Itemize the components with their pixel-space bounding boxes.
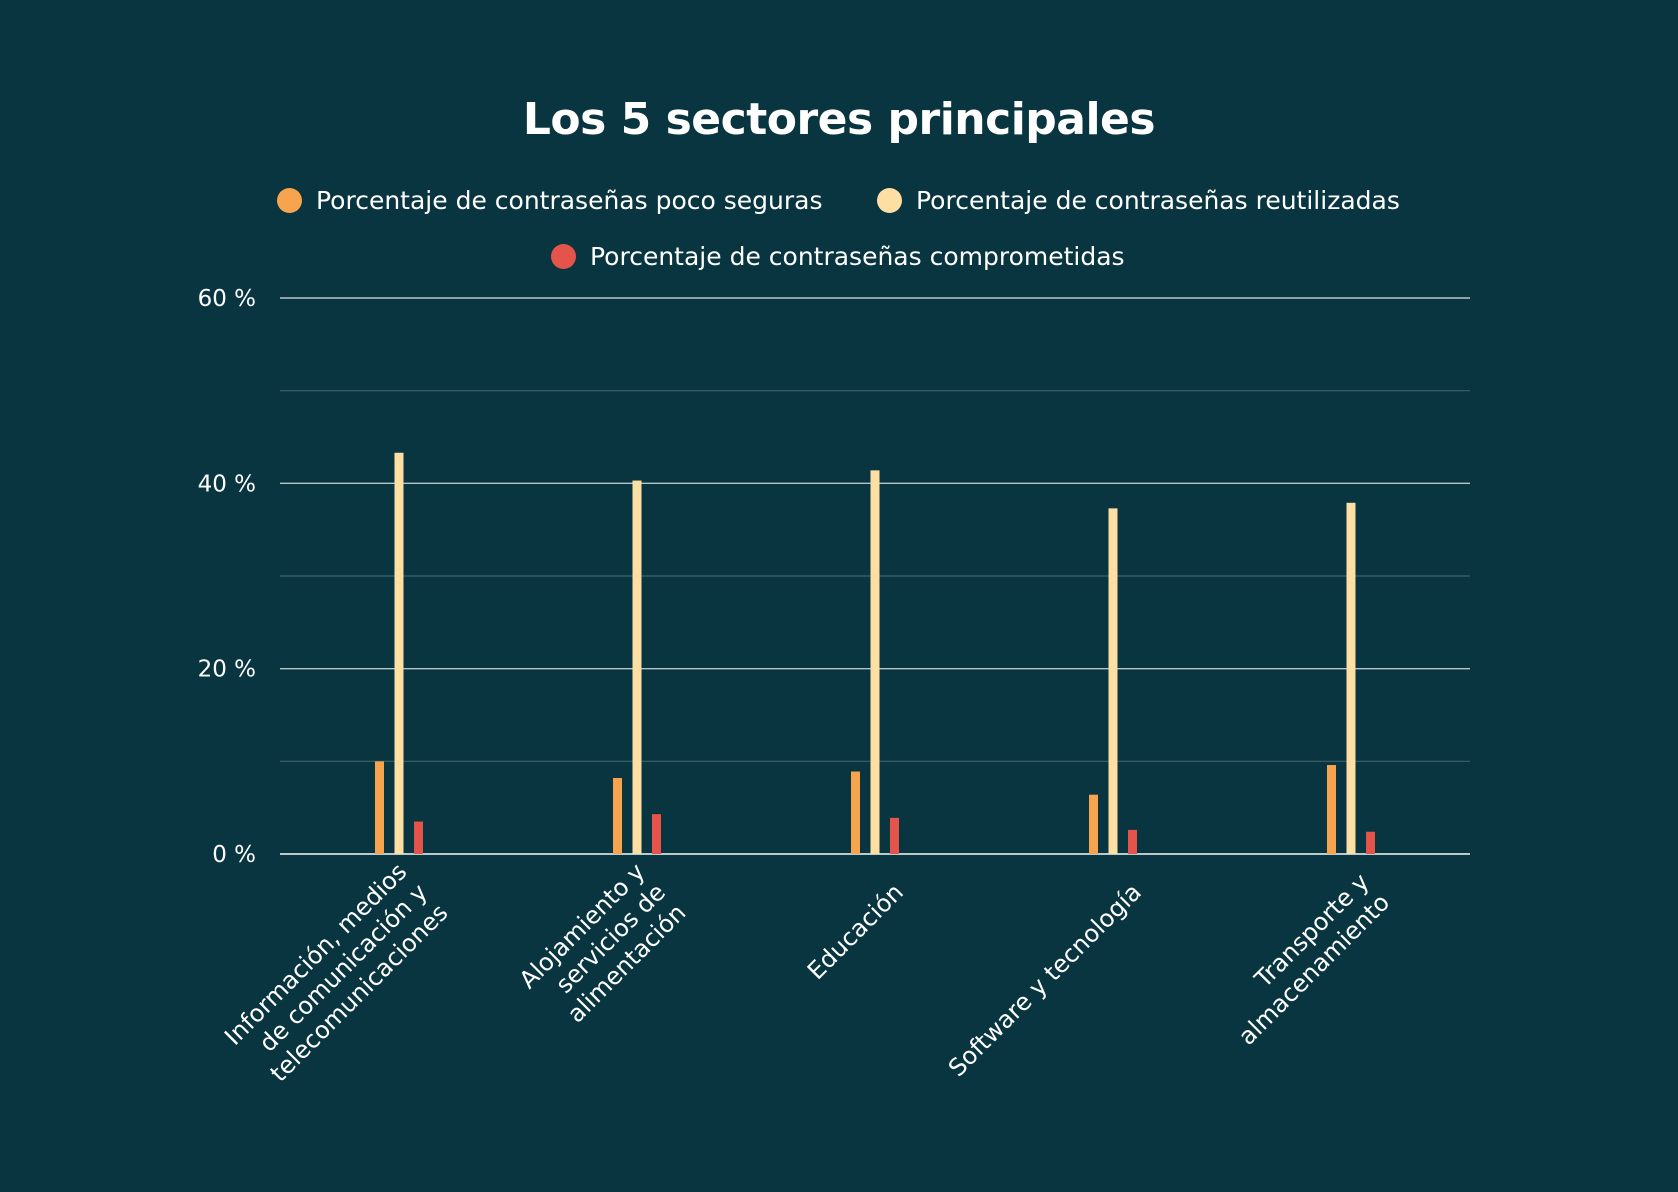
bar <box>1108 508 1118 854</box>
legend-dot-icon <box>277 188 302 213</box>
chart-title: Los 5 sectores principales <box>522 94 1156 145</box>
x-tick-label: Software y tecnología <box>943 878 1147 1082</box>
bar <box>1327 765 1336 854</box>
y-tick-label: 0 % <box>212 842 256 868</box>
legend-label: Porcentaje de contraseñas comprometidas <box>590 242 1125 271</box>
bar <box>394 452 404 854</box>
x-tick-label: Educación <box>802 878 909 985</box>
bar <box>890 817 899 854</box>
bar <box>375 761 384 854</box>
y-tick-label: 40 % <box>198 471 256 497</box>
bar <box>652 814 661 854</box>
bar <box>1089 794 1098 854</box>
bar <box>1346 502 1356 854</box>
bar <box>870 470 880 854</box>
bar <box>851 771 860 854</box>
legend-item-compromised: Porcentaje de contraseñas comprometidas <box>551 242 1125 271</box>
legend-dot-icon <box>877 188 902 213</box>
bar <box>613 778 622 854</box>
bar <box>1366 831 1375 854</box>
x-tick-label-line: Software y tecnología <box>943 878 1147 1082</box>
legend-label: Porcentaje de contraseñas reutilizadas <box>916 186 1400 215</box>
y-tick-label: 60 % <box>198 286 256 312</box>
bar <box>632 480 642 854</box>
legend-label: Porcentaje de contraseñas poco seguras <box>316 186 823 215</box>
bar <box>1128 829 1137 854</box>
legend-item-reused: Porcentaje de contraseñas reutilizadas <box>877 186 1400 215</box>
y-tick-label: 20 % <box>198 657 256 683</box>
x-tick-label-line: de comunicación y <box>254 878 433 1057</box>
legend-dot-icon <box>551 244 576 269</box>
bar <box>414 821 423 854</box>
legend-item-weak: Porcentaje de contraseñas poco seguras <box>277 186 823 215</box>
x-tick-label-line: Educación <box>802 878 909 985</box>
